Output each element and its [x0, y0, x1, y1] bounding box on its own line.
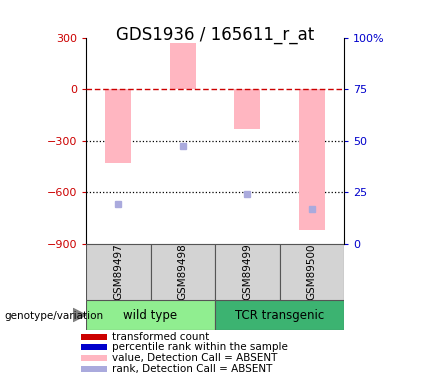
Bar [280, 244, 344, 300]
Text: GSM89500: GSM89500 [307, 244, 317, 300]
Bar [215, 244, 280, 300]
Bar [170, 43, 196, 89]
Bar [81, 355, 108, 361]
Text: wild type: wild type [123, 309, 178, 321]
Text: GSM89498: GSM89498 [178, 243, 188, 300]
Bar [234, 89, 260, 129]
Bar [215, 300, 344, 330]
Text: TCR transgenic: TCR transgenic [235, 309, 324, 321]
Text: rank, Detection Call = ABSENT: rank, Detection Call = ABSENT [112, 364, 273, 374]
Text: value, Detection Call = ABSENT: value, Detection Call = ABSENT [112, 353, 277, 363]
Bar [105, 89, 131, 163]
Text: GSM89499: GSM89499 [242, 243, 252, 300]
Text: percentile rank within the sample: percentile rank within the sample [112, 342, 288, 352]
Bar [86, 244, 150, 300]
Bar [81, 344, 108, 350]
Text: genotype/variation: genotype/variation [4, 311, 104, 321]
Polygon shape [73, 308, 86, 322]
Text: transformed count: transformed count [112, 332, 209, 342]
Text: GSM89497: GSM89497 [113, 243, 123, 300]
Bar [81, 366, 108, 372]
Text: GDS1936 / 165611_r_at: GDS1936 / 165611_r_at [116, 26, 314, 44]
Bar [81, 334, 108, 340]
Bar [86, 300, 215, 330]
Bar [299, 89, 325, 230]
Bar [150, 244, 215, 300]
